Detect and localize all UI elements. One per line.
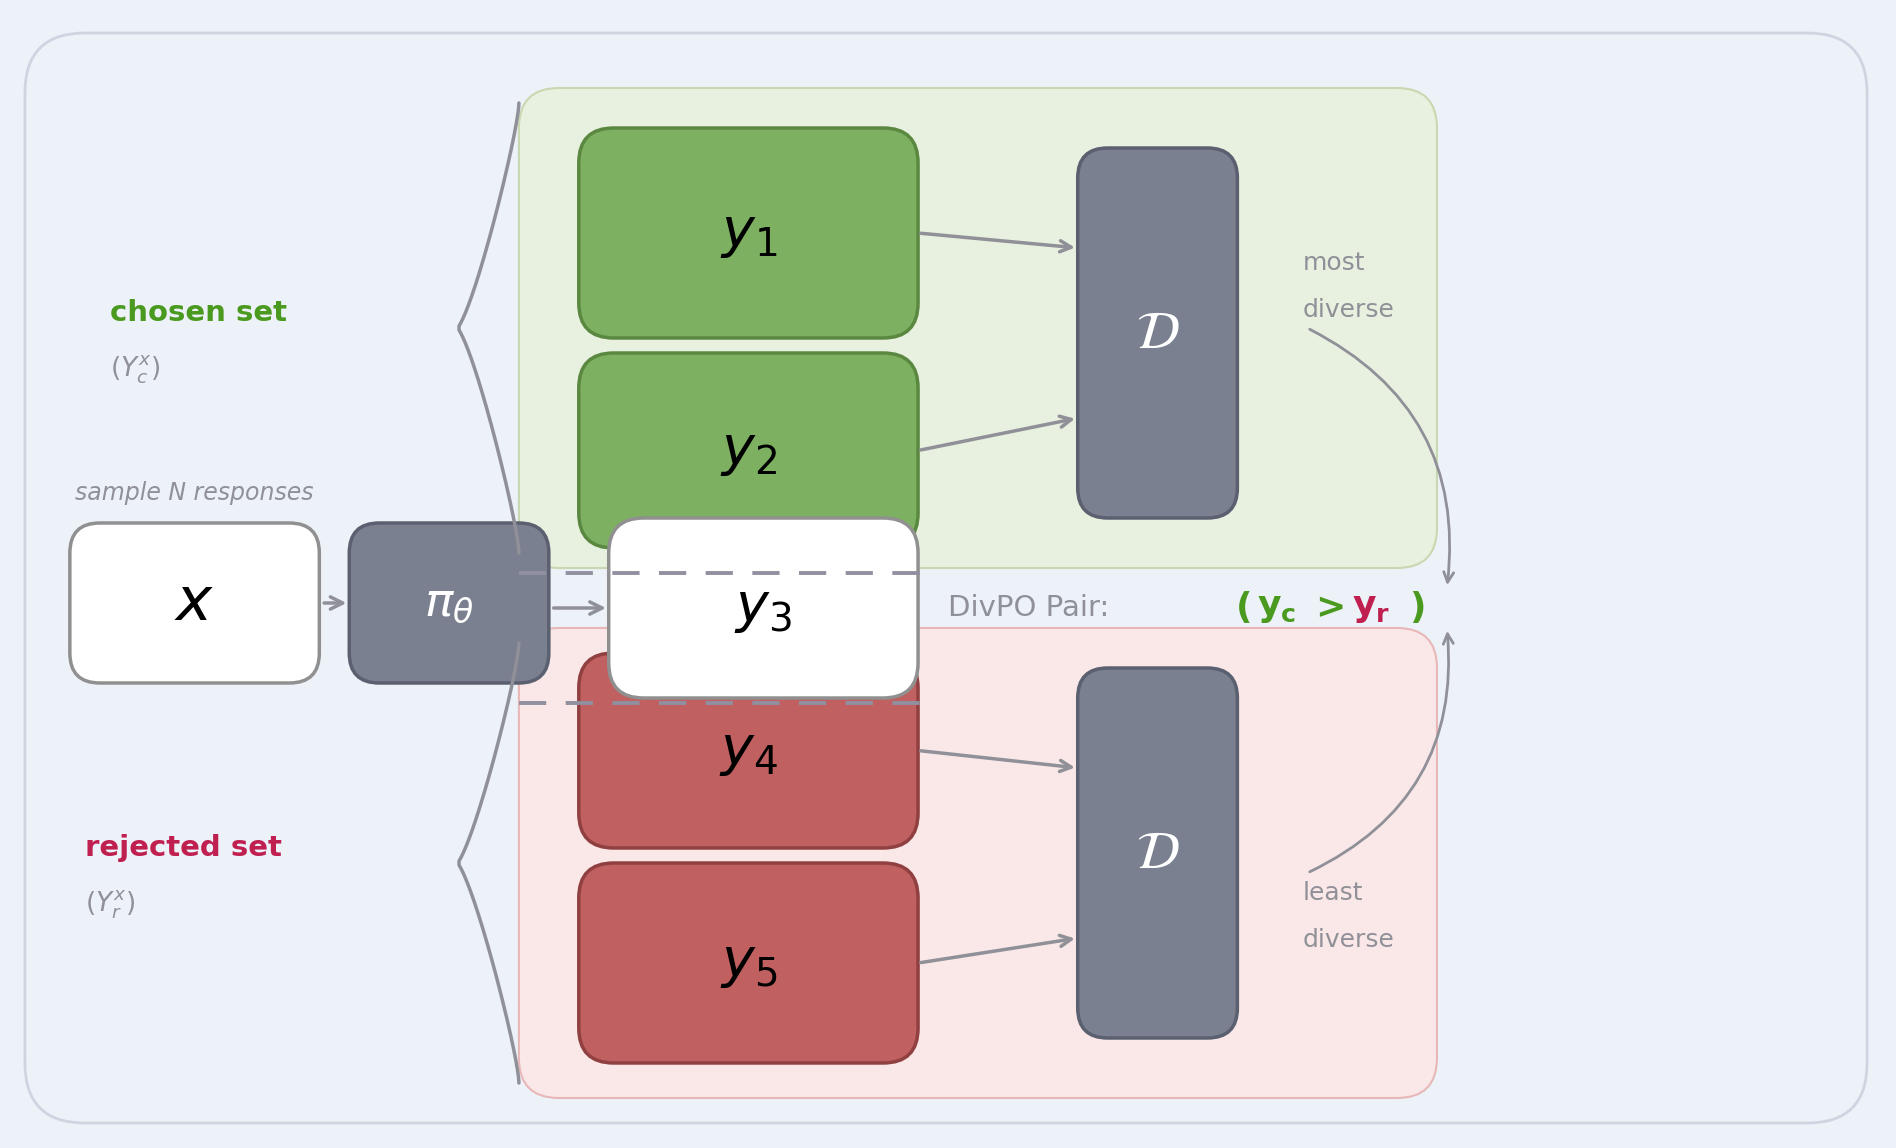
Text: $(Y_c^x)$: $(Y_c^x)$ xyxy=(110,354,159,386)
FancyBboxPatch shape xyxy=(578,653,918,848)
Text: rejected set: rejected set xyxy=(85,833,283,862)
FancyBboxPatch shape xyxy=(578,863,918,1063)
Text: diverse: diverse xyxy=(1303,298,1394,321)
FancyBboxPatch shape xyxy=(520,628,1437,1097)
FancyBboxPatch shape xyxy=(609,518,918,698)
Text: least: least xyxy=(1303,881,1363,905)
FancyBboxPatch shape xyxy=(578,127,918,338)
Text: most: most xyxy=(1303,251,1365,276)
FancyBboxPatch shape xyxy=(25,33,1868,1123)
FancyBboxPatch shape xyxy=(1077,668,1238,1038)
Text: (: ( xyxy=(1236,591,1251,625)
Text: $y_4$: $y_4$ xyxy=(719,723,777,777)
Text: DivPO Pair:: DivPO Pair: xyxy=(948,594,1109,622)
Text: $\pi_\theta$: $\pi_\theta$ xyxy=(425,581,474,626)
Text: chosen set: chosen set xyxy=(110,298,286,327)
Text: $y_5$: $y_5$ xyxy=(720,936,777,990)
Text: ): ) xyxy=(1409,591,1426,625)
Text: $\mathcal{D}$: $\mathcal{D}$ xyxy=(1136,827,1179,879)
Text: $\mathbf{y_r}$: $\mathbf{y_r}$ xyxy=(1352,591,1390,625)
Text: $y_1$: $y_1$ xyxy=(720,205,777,259)
Text: $\mathcal{D}$: $\mathcal{D}$ xyxy=(1136,307,1179,359)
Text: >: > xyxy=(1316,591,1346,625)
FancyBboxPatch shape xyxy=(1077,148,1238,518)
FancyBboxPatch shape xyxy=(578,352,918,548)
Text: sample N responses: sample N responses xyxy=(74,481,313,505)
Text: $y_3$: $y_3$ xyxy=(734,581,793,635)
FancyBboxPatch shape xyxy=(349,523,548,683)
Text: $(Y_r^x)$: $(Y_r^x)$ xyxy=(85,889,135,921)
Text: $\mathbf{y_c}$: $\mathbf{y_c}$ xyxy=(1257,591,1297,625)
Text: $y_2$: $y_2$ xyxy=(720,424,777,478)
FancyBboxPatch shape xyxy=(70,523,319,683)
Text: $x$: $x$ xyxy=(174,574,214,633)
Text: diverse: diverse xyxy=(1303,928,1394,952)
FancyBboxPatch shape xyxy=(520,88,1437,568)
